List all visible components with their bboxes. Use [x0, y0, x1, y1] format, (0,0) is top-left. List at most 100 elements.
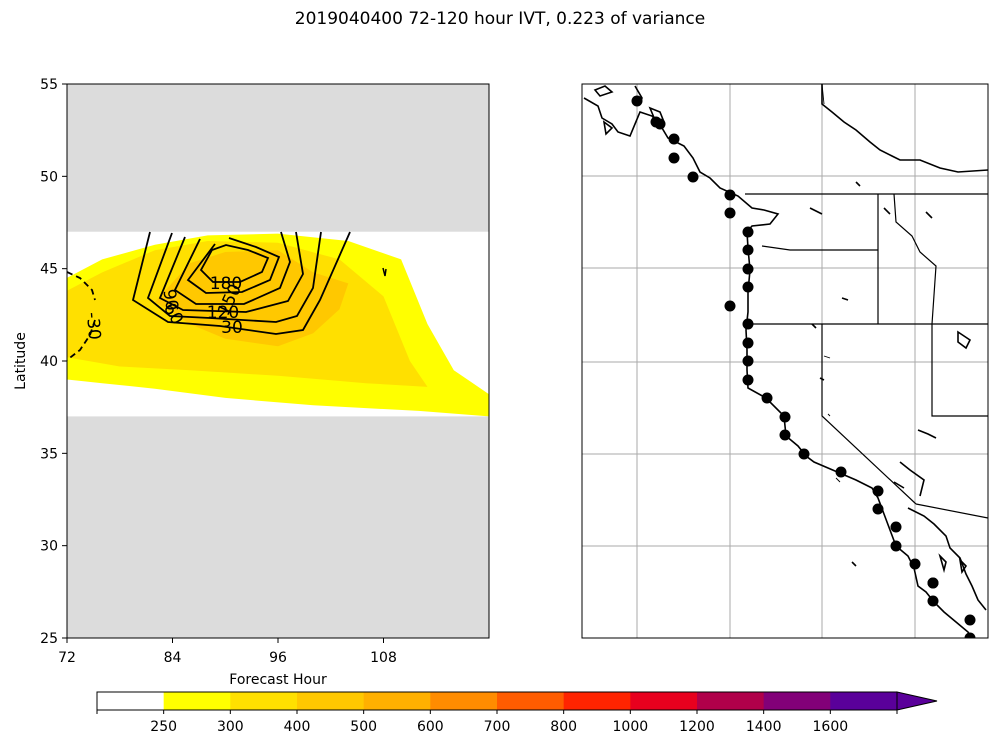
contour-label: 180 — [210, 274, 242, 294]
colorbar-tick-label: 1200 — [679, 719, 715, 735]
station-marker — [742, 337, 754, 349]
colorbar-tick-label: 400 — [284, 719, 311, 735]
colorbar-segment — [763, 692, 831, 710]
colorbar-tick-label: 1600 — [813, 719, 849, 735]
station-marker — [872, 485, 884, 497]
y-tick-label: 35 — [40, 446, 58, 462]
contour-line — [186, 237, 281, 294]
y-axis-label: Latitude — [13, 332, 29, 390]
colorbar-tick-label: 300 — [217, 719, 244, 735]
station-marker — [890, 540, 902, 552]
station-marker — [654, 118, 666, 130]
colorbar-segment — [630, 692, 698, 710]
station-marker — [724, 300, 736, 312]
colorbar-extend-arrow — [896, 691, 938, 711]
y-tick-label: 40 — [40, 354, 58, 370]
station-marker — [798, 448, 810, 460]
station-marker — [724, 207, 736, 219]
contour-line — [67, 271, 96, 301]
station-marker — [724, 189, 736, 201]
x-tick-label: 84 — [164, 650, 182, 666]
map-area — [582, 84, 988, 638]
contour-label: 120 — [207, 303, 239, 323]
station-marker — [779, 411, 791, 423]
colorbar-tick-label: 700 — [484, 719, 511, 735]
map-panel — [581, 83, 989, 639]
x-tick-label: 108 — [370, 650, 397, 666]
contour-label: -30 — [82, 311, 104, 340]
colorbar-segment — [230, 692, 298, 710]
station-marker — [668, 152, 680, 164]
y-tick-label: 55 — [40, 77, 58, 93]
station-marker — [964, 614, 976, 626]
y-tick-label: 25 — [40, 631, 58, 647]
colorbar-tick-label: 1400 — [746, 719, 782, 735]
station-marker — [742, 263, 754, 275]
contour-label: 30 — [221, 318, 243, 338]
contour-lines — [67, 231, 387, 361]
colorbar-tick-label: 500 — [350, 719, 377, 735]
x-tick-label: 96 — [269, 650, 287, 666]
contour-line — [131, 231, 351, 335]
colorbar-tick-label: 1000 — [613, 719, 649, 735]
station-marker — [872, 503, 884, 515]
figure-title: 2019040400 72-120 hour IVT, 0.223 of var… — [294, 9, 706, 29]
contour-label: 90 — [158, 288, 181, 313]
colorbar-segment — [830, 692, 898, 710]
colorbar-segment — [297, 692, 365, 710]
x-tick-label: 72 — [58, 650, 76, 666]
y-tick-label: 45 — [40, 262, 58, 278]
masked-region — [67, 84, 489, 232]
colorbar-segment — [497, 692, 565, 710]
colorbar-tick-label: 250 — [150, 719, 177, 735]
contour-line — [67, 319, 96, 361]
station-marker — [742, 281, 754, 293]
station-marker — [687, 171, 699, 183]
colorbar-segment — [430, 692, 498, 710]
colorbar-tick-label: 600 — [417, 719, 444, 735]
station-marker — [631, 95, 643, 107]
colorbar-segment — [697, 692, 765, 710]
y-tick-label: 30 — [40, 539, 58, 555]
station-marker — [742, 318, 754, 330]
x-axis-label: Forecast Hour — [229, 672, 327, 688]
masked-regions — [67, 84, 489, 638]
station-marker — [927, 577, 939, 589]
political-borders — [745, 193, 988, 519]
map-speck — [382, 267, 387, 277]
colorbar-segment — [163, 692, 231, 710]
station-marker — [779, 429, 791, 441]
station-marker — [761, 392, 773, 404]
colorbar-segment — [363, 692, 431, 710]
map-gridlines — [582, 84, 988, 638]
station-markers — [631, 95, 976, 638]
station-marker — [964, 632, 976, 638]
colorbar-segment — [97, 692, 165, 710]
contour-line — [199, 244, 270, 283]
station-marker — [742, 374, 754, 386]
y-tick-label: 50 — [40, 169, 58, 185]
colorbar-tick-label: 800 — [550, 719, 577, 735]
station-marker — [835, 466, 847, 478]
filled-level-400 — [154, 250, 349, 347]
colorbar-segment — [563, 692, 631, 710]
colorbar: 250 300 400 500 600 700 800 1000 1200 1400 1600 — [96, 691, 938, 735]
y-axis: 25 30 35 40 45 50 55 — [40, 77, 67, 647]
station-marker — [742, 244, 754, 256]
map-frame — [581, 83, 989, 639]
state-outline-detail — [821, 84, 841, 483]
station-marker — [909, 558, 921, 570]
station-marker — [668, 133, 680, 145]
station-marker — [742, 226, 754, 238]
contour-line — [158, 231, 304, 313]
station-marker — [890, 521, 902, 533]
station-marker — [927, 595, 939, 607]
x-axis: 72 84 96 108 — [58, 638, 397, 666]
filled-contours — [67, 233, 489, 417]
contour-line — [146, 231, 322, 323]
contour-line — [173, 231, 291, 305]
station-marker — [742, 355, 754, 367]
